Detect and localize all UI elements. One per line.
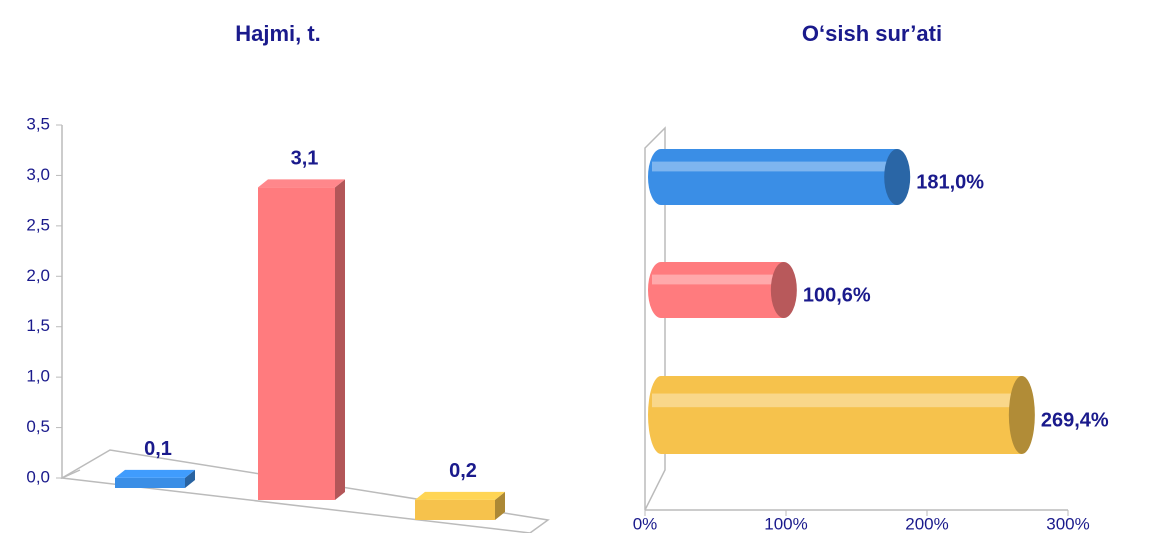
bar bbox=[415, 491, 505, 520]
data-label: 0,2 bbox=[449, 460, 477, 482]
data-label: 100,6% bbox=[803, 284, 871, 306]
x-tick-label: 300% bbox=[1046, 514, 1089, 533]
bar-face bbox=[335, 179, 345, 501]
bar-part bbox=[652, 161, 889, 172]
floor bbox=[59, 449, 550, 533]
bar-face bbox=[115, 469, 195, 478]
y-tick-label: 0,0 bbox=[26, 467, 50, 486]
bar-face bbox=[495, 491, 505, 520]
data-label: 0,1 bbox=[144, 438, 172, 460]
bar-part bbox=[884, 149, 911, 205]
bar-part bbox=[770, 262, 797, 318]
y-tick-label: 2,0 bbox=[26, 266, 50, 285]
bar bbox=[258, 179, 345, 501]
bar-part bbox=[652, 393, 1013, 408]
bar-part bbox=[648, 262, 784, 318]
bar-face bbox=[415, 499, 495, 520]
axis-wall bbox=[61, 125, 81, 480]
y-tick-label: 3,5 bbox=[26, 114, 50, 133]
bar bbox=[648, 262, 797, 318]
right-axes bbox=[644, 126, 1068, 511]
data-label: 181,0% bbox=[916, 171, 984, 193]
bar bbox=[648, 376, 1035, 454]
bar-part bbox=[1008, 376, 1035, 454]
x-tick-label: 200% bbox=[905, 514, 948, 533]
y-tick-label: 3,0 bbox=[26, 165, 50, 184]
bar-face bbox=[258, 187, 335, 501]
bar-face bbox=[115, 477, 185, 488]
chart-title: Hajmi, t. bbox=[235, 21, 321, 46]
data-label: 269,4% bbox=[1041, 409, 1109, 431]
bar-face bbox=[185, 469, 195, 488]
bar-part bbox=[648, 376, 1022, 454]
bar-part bbox=[652, 274, 775, 285]
bar-part bbox=[648, 149, 898, 205]
chart-title: O‘sish sur’ati bbox=[802, 21, 942, 46]
axis-wall bbox=[644, 126, 666, 511]
x-tick-label: 100% bbox=[764, 514, 807, 533]
y-tick-label: 1,5 bbox=[26, 316, 50, 335]
y-tick-label: 0,5 bbox=[26, 417, 50, 436]
bar bbox=[115, 469, 195, 488]
bar-face bbox=[415, 491, 505, 500]
bar-face bbox=[258, 179, 345, 188]
y-tick-label: 2,5 bbox=[26, 215, 50, 234]
x-tick-label: 0% bbox=[633, 514, 658, 533]
y-tick-label: 1,0 bbox=[26, 367, 50, 386]
bar bbox=[648, 149, 911, 205]
data-label: 3,1 bbox=[291, 148, 319, 170]
